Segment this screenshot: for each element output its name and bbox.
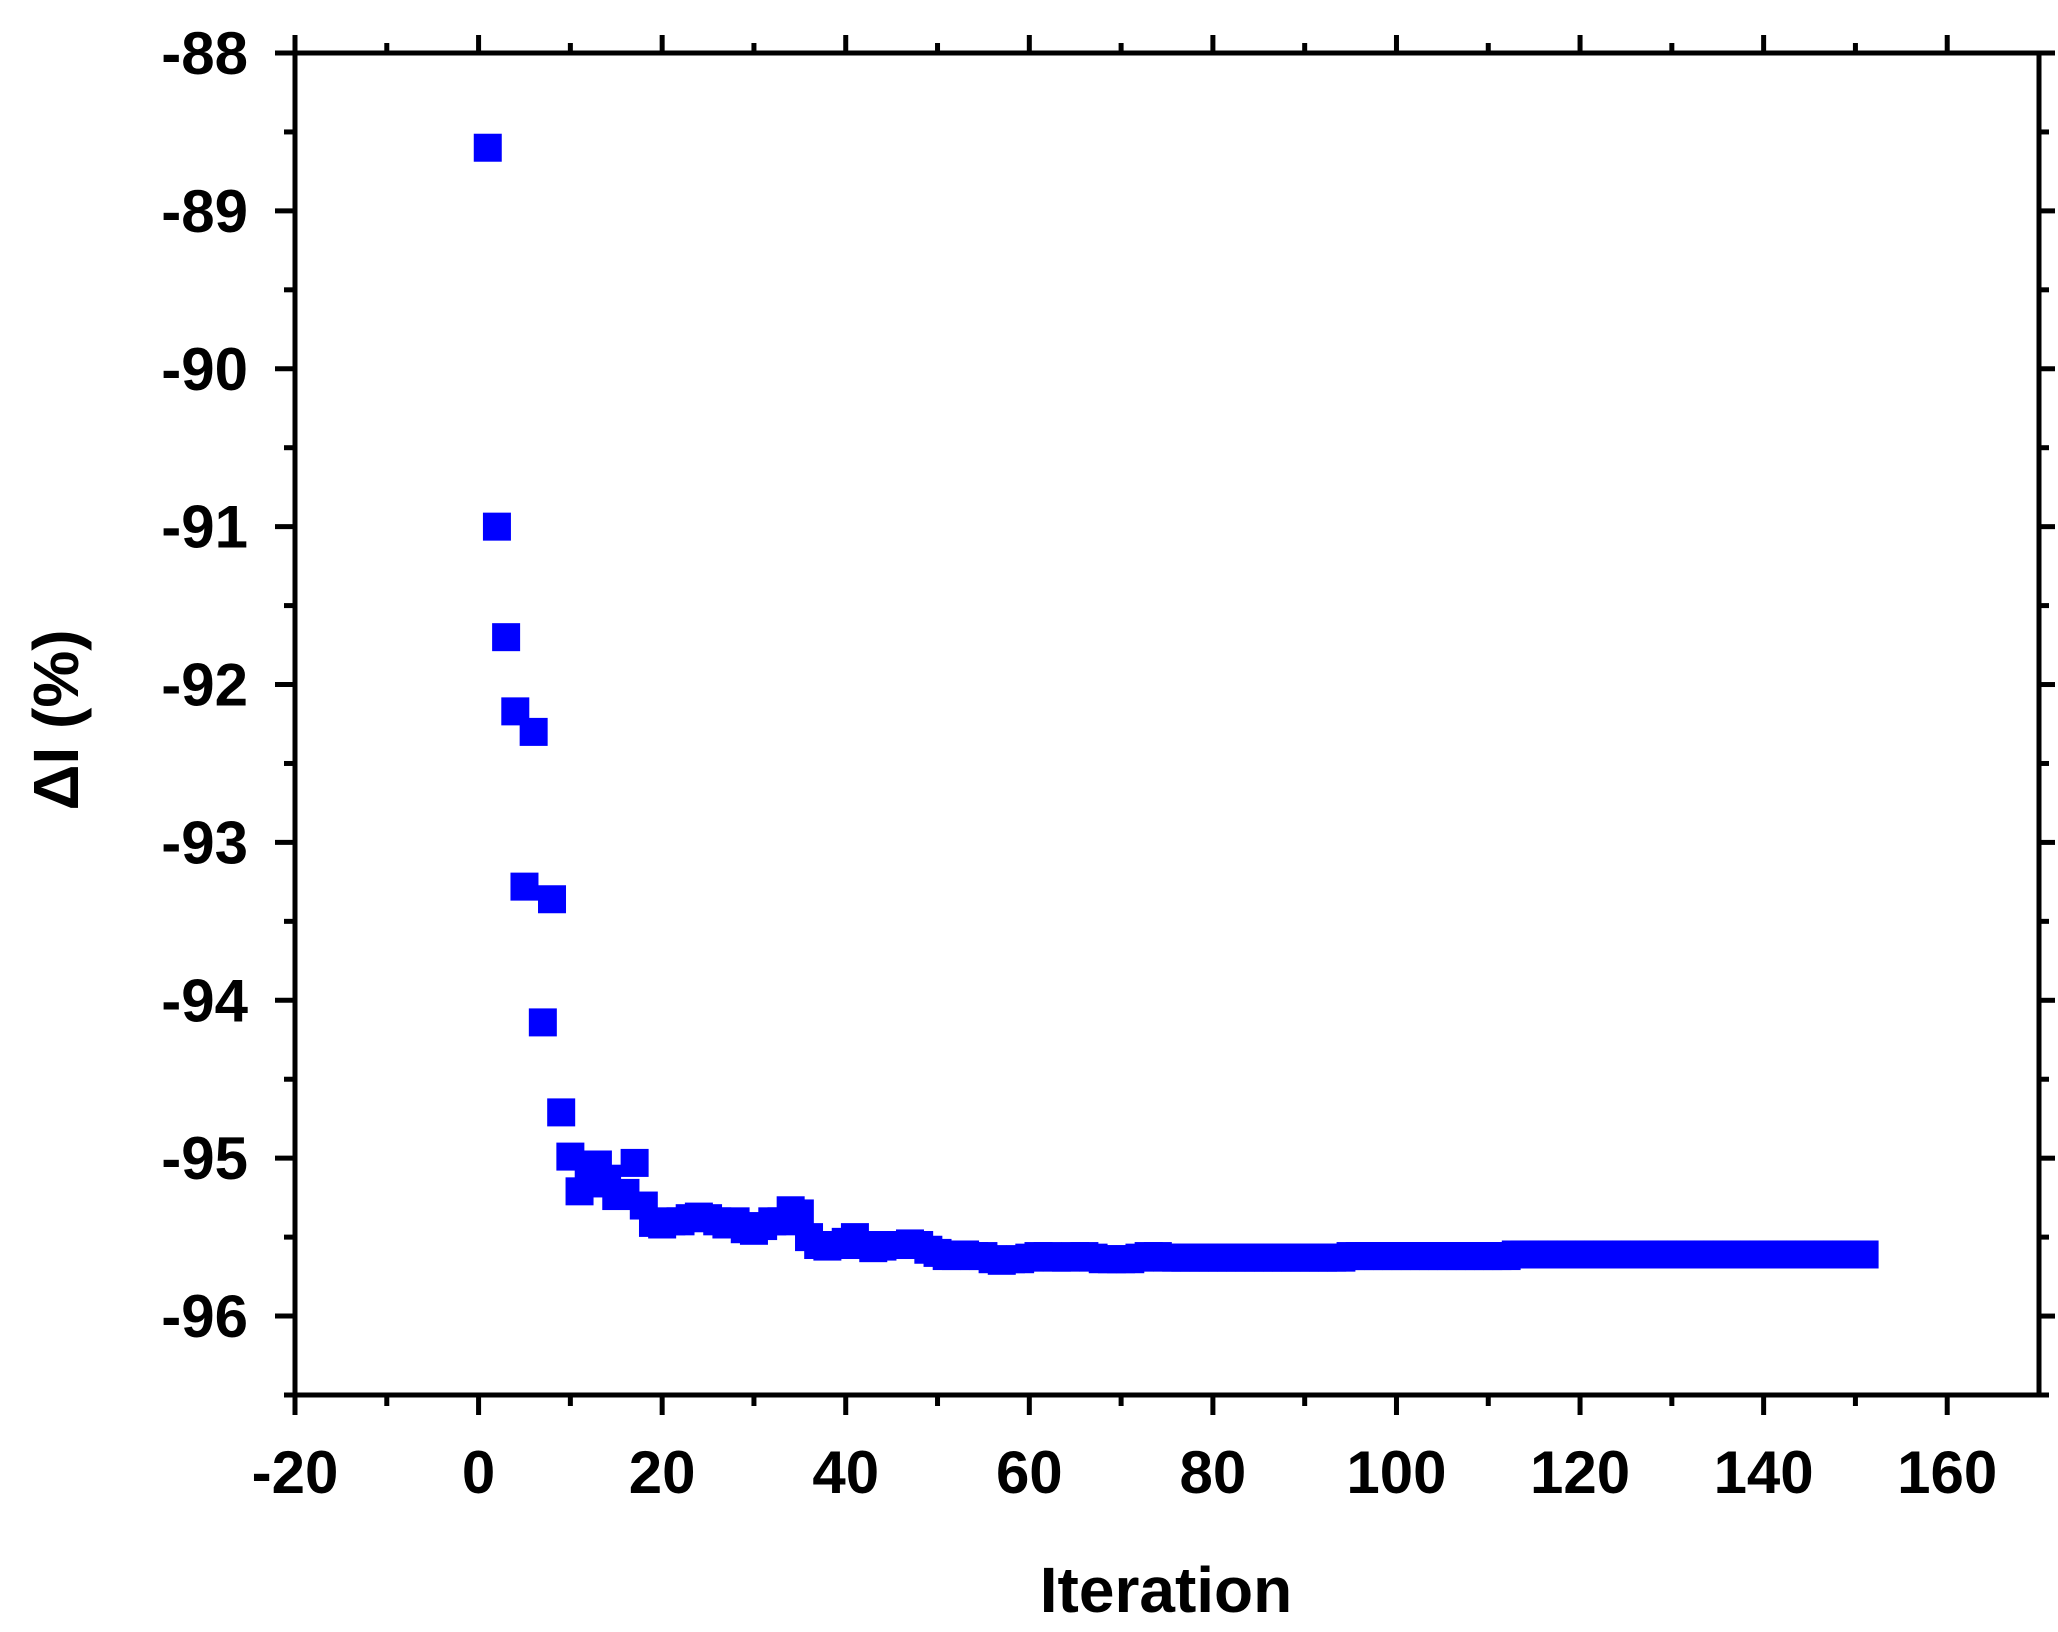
y-tick-label: -93 <box>161 809 248 876</box>
data-point <box>510 872 539 901</box>
y-tick-label: -90 <box>161 336 248 403</box>
data-point <box>785 1199 814 1228</box>
data-point <box>492 623 521 652</box>
x-axis-tick-labels: -20 0 20 40 60 80 100 120 140 160 <box>252 1439 1998 1506</box>
y-tick-label: -96 <box>161 1283 248 1350</box>
y-tick-label: -91 <box>161 494 248 561</box>
x-tick-label: 40 <box>812 1439 879 1506</box>
x-tick-label: 60 <box>996 1439 1063 1506</box>
y-tick-label: -95 <box>161 1125 248 1192</box>
x-tick-label: 140 <box>1714 1439 1814 1506</box>
y-axis-tick-labels: -88 -89 -90 -91 -92 -93 -94 -95 -96 <box>161 20 248 1350</box>
y-tick-label: -94 <box>161 967 248 1034</box>
data-point <box>528 1008 557 1037</box>
data-point <box>556 1142 585 1171</box>
x-tick-label: 80 <box>1180 1439 1247 1506</box>
x-tick-label: -20 <box>252 1439 339 1506</box>
y-axis-ticks <box>275 50 2055 1398</box>
y-tick-label: -92 <box>161 652 248 719</box>
x-tick-label: 20 <box>629 1439 696 1506</box>
data-point <box>473 133 502 162</box>
x-tick-label: 100 <box>1346 1439 1446 1506</box>
y-axis-title: ΔI (%) <box>20 629 92 810</box>
x-tick-label: 160 <box>1897 1439 1997 1506</box>
data-point <box>482 512 511 541</box>
x-tick-label: 120 <box>1530 1439 1630 1506</box>
data-point <box>1850 1240 1879 1269</box>
data-point <box>519 717 548 746</box>
x-axis-title: Iteration <box>1040 1554 1292 1626</box>
x-axis-ticks <box>292 35 1950 1415</box>
data-point <box>620 1148 649 1177</box>
x-tick-label: 0 <box>462 1439 495 1506</box>
plot-frame <box>292 50 2042 1398</box>
data-points <box>473 133 1879 1275</box>
data-point <box>538 885 567 914</box>
data-point <box>547 1098 576 1127</box>
y-tick-label: -89 <box>161 178 248 245</box>
y-tick-label: -88 <box>161 20 248 87</box>
